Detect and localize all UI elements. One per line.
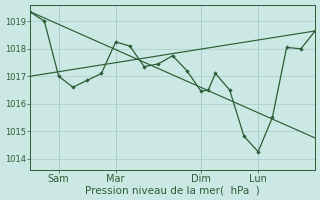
X-axis label: Pression niveau de la mer(  hPa  ): Pression niveau de la mer( hPa )	[85, 185, 260, 195]
